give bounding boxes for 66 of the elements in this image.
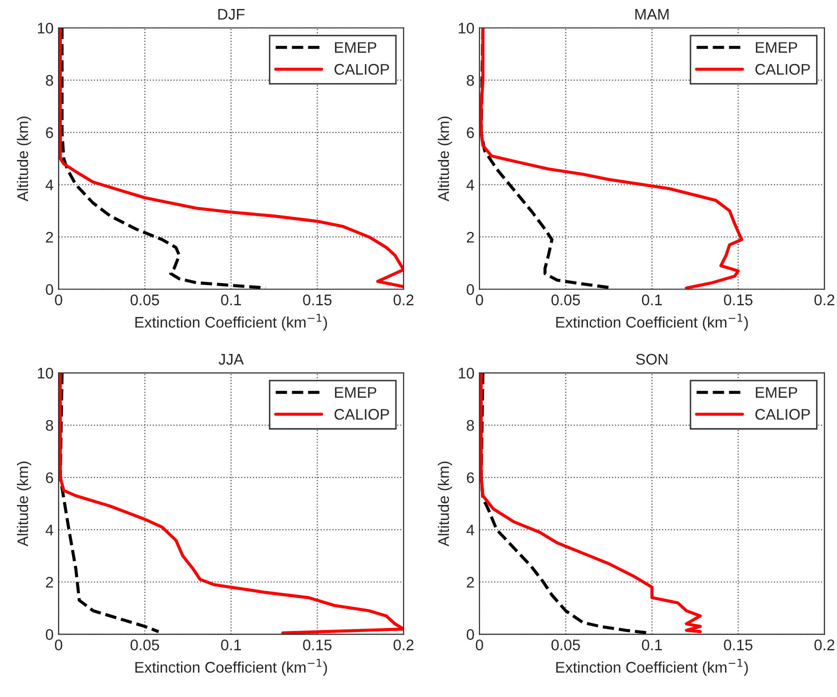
x-tick-label: 0.05 <box>130 640 160 650</box>
y-tick-label: 0 <box>46 284 54 295</box>
x-axis-title: Extinction Coefficient (km$^{−1}$) <box>135 658 327 676</box>
y-tick-label: 2 <box>46 232 53 243</box>
x-tick-label: 0 <box>476 294 484 306</box>
y-tick-label: 0 <box>466 284 474 295</box>
y-tick-label: 6 <box>46 127 54 138</box>
x-axis-title: Extinction Coefficient (km$^{−1}$) <box>556 314 748 331</box>
x-tick-label: 0.15 <box>724 294 752 306</box>
y-tick-label: 4 <box>466 180 474 190</box>
chart-title: MAM <box>635 9 669 20</box>
line-series <box>58 372 404 634</box>
x-tick-label: 0.2 <box>394 640 414 650</box>
x-tick-label: 0.15 <box>724 640 752 650</box>
legend-label: CALIOP <box>755 64 810 75</box>
x-axis-title: Extinction Coefficient (km$^{−1}$) <box>556 658 748 676</box>
x-tick-label: 0.1 <box>642 640 662 650</box>
y-tick-label: 4 <box>466 524 474 536</box>
y-tick-label: 10 <box>458 22 474 34</box>
y-tick-label: 6 <box>466 472 474 484</box>
y-tick-label: 10 <box>38 368 54 379</box>
y-tick-label: 0 <box>466 629 474 640</box>
x-tick-label: 0.2 <box>814 640 834 650</box>
x-axis-title: Extinction Coefficient (km$^{−1}$) <box>135 314 327 331</box>
y-tick-label: 4 <box>46 180 54 190</box>
x-tick-label: 0.2 <box>814 294 834 306</box>
y-axis-title: Altitude (km) <box>16 116 32 202</box>
legend-label: CALIOP <box>334 64 390 75</box>
x-tick-label: 0.1 <box>642 294 662 306</box>
y-axis-title: Altitude (km) <box>16 462 32 546</box>
chart-title: DJF <box>218 9 244 20</box>
x-tick-label: 0.1 <box>221 294 241 306</box>
y-tick-label: 4 <box>46 524 54 536</box>
x-tick-label: 0.05 <box>130 294 160 306</box>
legend-label: CALIOP <box>755 408 810 420</box>
y-axis-title: Altitude (km) <box>438 116 452 202</box>
x-tick-label: 0 <box>476 640 484 650</box>
x-tick-label: 0.15 <box>303 640 332 650</box>
line-series <box>58 28 404 288</box>
y-tick-label: 8 <box>466 420 474 431</box>
legend-label: EMEP <box>756 42 798 53</box>
x-tick-label: 0 <box>54 294 62 306</box>
y-tick-label: 2 <box>466 576 474 588</box>
x-tick-label: 0.2 <box>394 294 414 306</box>
y-tick-label: 8 <box>466 75 474 86</box>
y-axis-title: Altitude (km) <box>438 462 452 546</box>
y-tick-label: 2 <box>466 232 474 243</box>
x-tick-label: 0.15 <box>303 294 332 306</box>
y-tick-label: 8 <box>46 420 54 431</box>
y-tick-label: 2 <box>46 576 53 588</box>
y-tick-label: 6 <box>466 127 474 138</box>
legend-label: EMEP <box>335 387 376 398</box>
legend-label: EMEP <box>756 387 798 398</box>
chart-title: JJA <box>218 354 244 365</box>
y-tick-label: 0 <box>46 629 54 640</box>
y-tick-label: 8 <box>46 75 54 86</box>
legend-label: CALIOP <box>334 408 390 420</box>
chart-title: SON <box>636 354 668 365</box>
legend-label: EMEP <box>335 42 376 53</box>
y-tick-label: 10 <box>38 22 54 34</box>
x-tick-label: 0.05 <box>551 294 580 306</box>
y-tick-label: 10 <box>458 368 474 379</box>
y-tick-label: 6 <box>46 472 54 484</box>
x-tick-label: 0.1 <box>221 640 241 650</box>
x-tick-label: 0 <box>54 640 62 650</box>
x-tick-label: 0.05 <box>551 640 580 650</box>
